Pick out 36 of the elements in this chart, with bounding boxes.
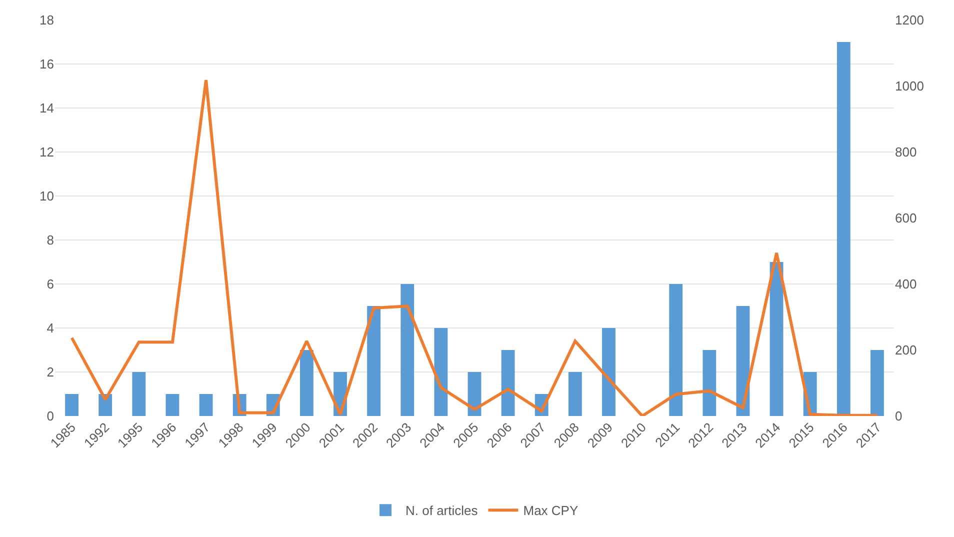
bar <box>602 328 616 416</box>
y-tick-label: 6 <box>46 276 54 292</box>
bar <box>367 306 381 416</box>
y-tick-label: 16 <box>40 56 54 72</box>
y-tick-label: 8 <box>46 232 54 248</box>
bar <box>400 284 414 416</box>
bar <box>434 328 448 416</box>
bar <box>669 284 683 416</box>
bar <box>65 394 78 416</box>
y-tick-label: 4 <box>46 320 54 336</box>
bar <box>836 42 850 416</box>
y2-tick-label: 600 <box>895 210 917 226</box>
bar <box>166 394 180 416</box>
bar <box>770 262 784 416</box>
bar <box>702 350 716 416</box>
y-tick-label: 14 <box>40 100 54 116</box>
bar <box>568 372 582 416</box>
bar <box>132 372 146 416</box>
legend-label: N. of articles <box>406 503 478 518</box>
y2-tick-label: 400 <box>895 276 917 292</box>
y2-tick-label: 1000 <box>895 78 924 94</box>
y-tick-label: 12 <box>40 144 54 160</box>
y2-tick-label: 1200 <box>895 12 924 28</box>
y2-tick-label: 200 <box>895 342 917 358</box>
y-tick-label: 10 <box>40 188 54 204</box>
y-tick-label: 18 <box>40 12 54 28</box>
bar <box>300 350 314 416</box>
line-series <box>70 78 879 416</box>
y-tick-label: 2 <box>46 364 54 380</box>
y2-tick-label: 0 <box>895 408 902 424</box>
bar <box>199 394 213 416</box>
bar <box>501 350 515 416</box>
y-tick-label: 0 <box>46 408 54 424</box>
bar <box>870 350 884 416</box>
y2-tick-label: 800 <box>895 144 917 160</box>
legend-label: Max CPY <box>523 503 578 518</box>
